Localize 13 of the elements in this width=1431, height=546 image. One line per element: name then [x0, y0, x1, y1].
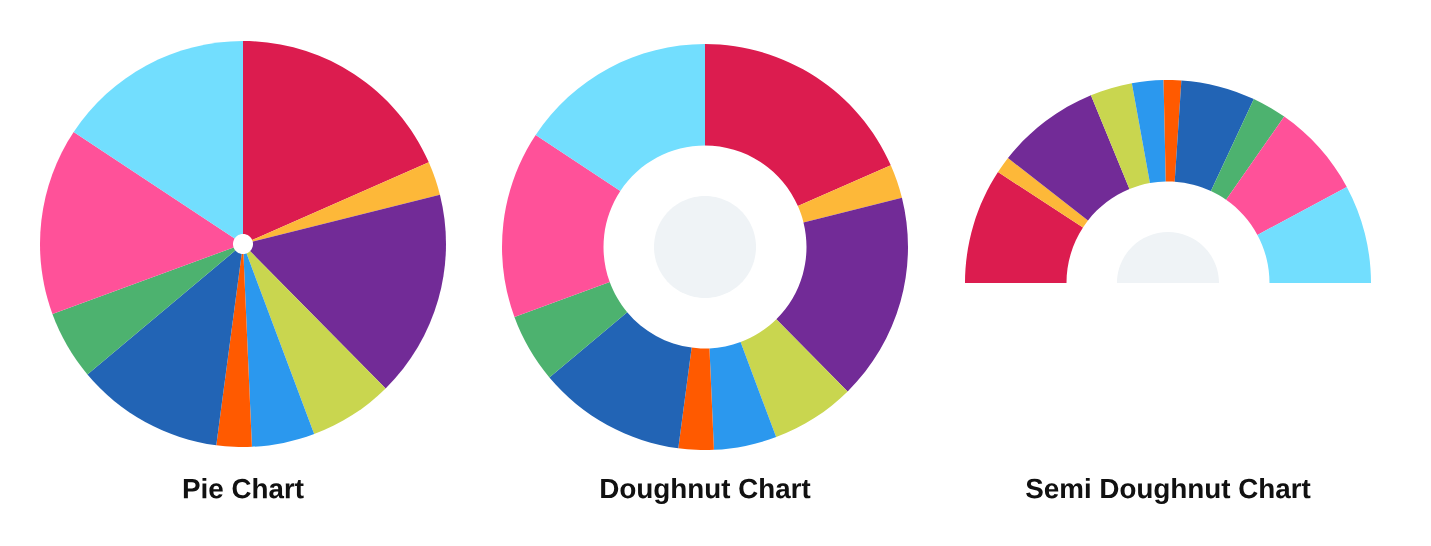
donut-slice — [709, 342, 777, 450]
donut-slice — [549, 312, 692, 449]
donut-slice — [502, 135, 621, 317]
donut-slice — [797, 165, 902, 223]
donut-slice — [678, 347, 714, 450]
text: Doughnut Chart — [601, 477, 811, 505]
text: Pie Chart — [183, 478, 304, 499]
donut-slice — [514, 281, 628, 378]
donut-slice — [535, 44, 705, 192]
donut-slice — [705, 44, 891, 207]
donut-slice — [740, 319, 848, 438]
donut-slice — [776, 197, 908, 392]
text: Semi Doughnut Chart — [1026, 477, 1311, 505]
